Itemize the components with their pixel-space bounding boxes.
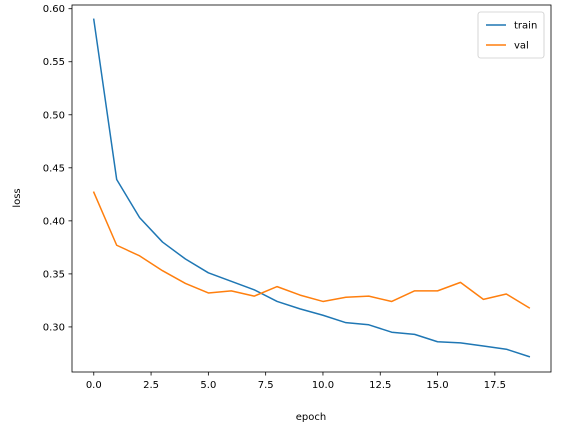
y-tick-label: 0.50 (43, 110, 65, 121)
x-tick-label: 7.5 (258, 380, 274, 391)
x-tick-label: 17.5 (484, 380, 506, 391)
y-tick-label: 0.45 (43, 163, 65, 174)
y-tick-label: 0.60 (43, 4, 65, 15)
x-tick-label: 15.0 (426, 380, 448, 391)
x-tick-label: 12.5 (369, 380, 391, 391)
legend-box (477, 11, 545, 59)
y-tick-label: 0.40 (43, 216, 65, 227)
y-tick-label: 0.30 (43, 322, 65, 333)
axes-layer: 0.0 2.5 5.0 7.5 10.0 12.5 15.0 17.5 0.30 0.35 0.40… (43, 4, 552, 391)
y-tick-label: 0.35 (43, 269, 65, 280)
series-line-train (92, 18, 531, 358)
x-axis-label: epoch (296, 412, 326, 423)
series-line-val (92, 191, 531, 309)
axes-frame (71, 4, 552, 373)
legend-label-val: val (514, 41, 529, 52)
plot-layer (92, 18, 531, 358)
y-axis-label: loss (12, 188, 23, 207)
x-tick-label: 5.0 (200, 380, 216, 391)
y-tick-label: 0.55 (43, 57, 65, 68)
x-tick-label: 2.5 (143, 380, 159, 391)
legend-label-train: train (514, 21, 537, 32)
x-tick-label: 10.0 (312, 380, 334, 391)
legend: train val (477, 11, 545, 59)
x-tick-label: 0.0 (86, 380, 102, 391)
